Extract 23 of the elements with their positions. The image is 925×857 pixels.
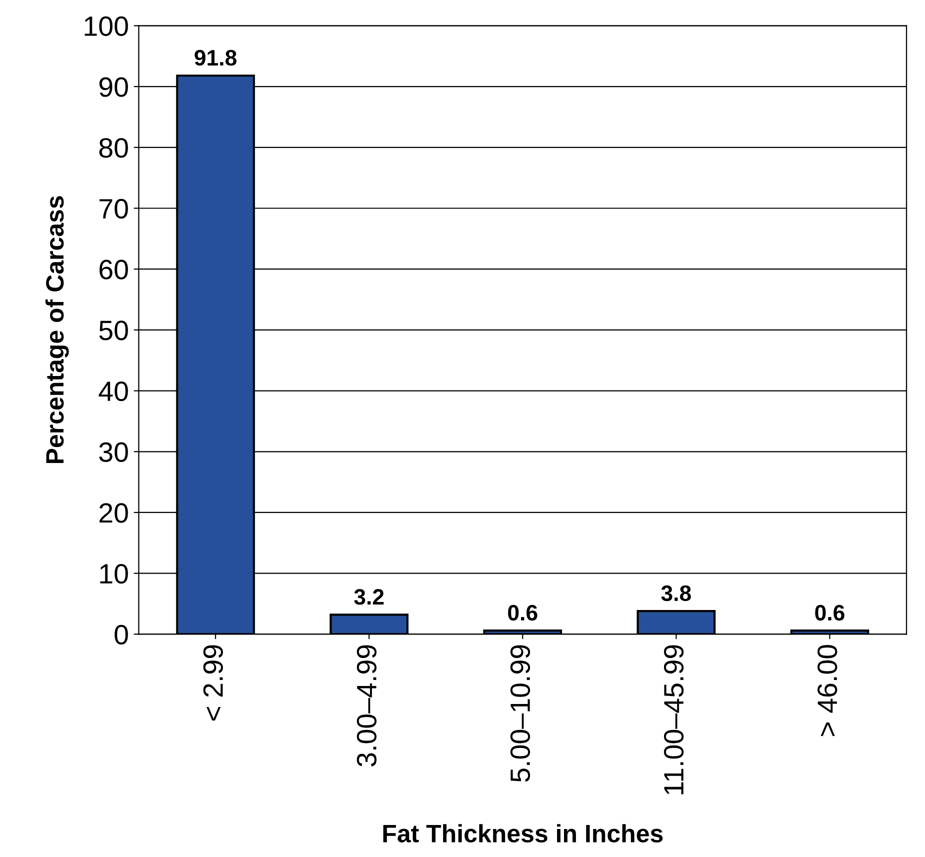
x-tick-label: 3.00–4.99 xyxy=(356,645,377,766)
x-tick-label: > 46.00 xyxy=(818,644,838,736)
y-tick-label: 50 xyxy=(99,320,128,340)
y-tick-label: 40 xyxy=(98,381,128,402)
y-tick-label: 20 xyxy=(100,503,128,523)
y-tick-label: 90 xyxy=(99,77,128,97)
y-tick-label: 100 xyxy=(84,16,128,36)
y-axis-title: Percentage of Carcass xyxy=(45,196,69,464)
y-tick-label: 70 xyxy=(100,198,128,219)
y-tick-label: 0 xyxy=(114,624,128,645)
x-tick-label: 11.00–45.99 xyxy=(664,645,684,794)
data-label: 0.6 xyxy=(508,604,538,621)
data-label: 0.6 xyxy=(815,604,844,621)
data-label: 91.8 xyxy=(194,50,236,66)
x-tick-label: 5.00–10.99 xyxy=(510,645,530,782)
data-label: 3.8 xyxy=(661,585,691,602)
y-tick-label: 80 xyxy=(99,138,128,158)
x-axis-title: Fat Thickness in Inches xyxy=(383,824,663,842)
y-tick-label: 60 xyxy=(100,260,128,280)
y-tick-label: 30 xyxy=(99,442,128,462)
x-tick-label: < 2.99 xyxy=(203,645,223,721)
data-label: 3.2 xyxy=(354,589,384,605)
y-tick-label: 10 xyxy=(100,564,128,584)
